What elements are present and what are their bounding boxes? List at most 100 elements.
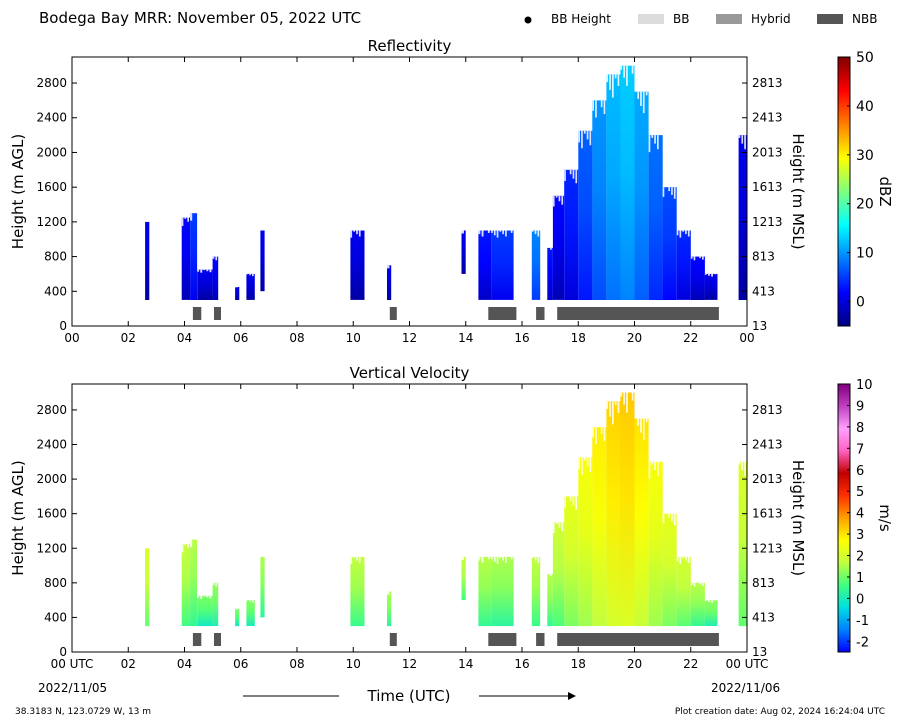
data-column-gap [693,582,696,587]
data-column-gap [744,135,746,150]
legend-bb-height-marker [524,16,532,24]
header-legend: BB Height BB Hybrid NBB [524,12,877,26]
colorbar-tick-label: 8 [856,421,864,436]
y-tick-label: 2400 [36,438,67,452]
location-label: 38.3183 N, 123.0729 W, 13 m [15,707,151,717]
end-date-label: 2022/11/06 [711,681,780,695]
data-column [662,513,677,627]
data-column-gap [654,461,656,471]
data-column-gap [583,130,586,134]
y-tick-label-right: 1613 [752,507,783,521]
data-column-gap [510,556,513,560]
x-axis-title: Time (UTC) [367,687,451,705]
data-column-gap [478,230,481,235]
data-column-gap [592,427,594,438]
data-column-gap [637,418,639,426]
bright-band-bar [557,307,719,320]
data-column [350,230,365,300]
colorbar-tick-label: 0 [856,295,865,311]
y-tick-label: 0 [59,319,67,333]
bright-band-bar [488,307,517,320]
colorbar [837,383,851,653]
data-column-gap [350,230,353,238]
colorbar-tick-label: 10 [856,378,873,393]
data-column-gap [496,556,499,564]
colorbar-tick-label: 1 [856,571,864,586]
y-tick-label: 800 [44,576,67,590]
data-column-gap [499,230,502,232]
x-tick-label: 14 [458,657,473,671]
data-column-gap [640,91,642,106]
data-column-gap [702,256,704,260]
data-column-gap [358,230,361,237]
data-column-gap [578,457,580,470]
data-column-gap [609,401,611,417]
x-tick-label: 18 [571,331,586,345]
data-column-gap [252,600,254,603]
y-tick-label: 800 [44,250,67,264]
colorbar-tick-label: 5 [856,485,864,500]
data-column-gap [603,427,606,441]
bright-band-bar [192,633,202,646]
data-column [181,217,191,300]
y-axis-title-right: Height (m MSL) [789,460,807,576]
data-column [197,269,213,300]
data-column [648,461,663,627]
data-column-gap [572,169,575,179]
data-column-gap [693,256,696,261]
y-tick-label-right: 13 [752,319,767,333]
data-column-gap [738,135,741,138]
data-column [704,273,718,300]
data-column-gap [657,135,659,150]
data-column-gap [685,230,687,235]
y-tick-label-right: 2813 [752,76,783,90]
data-column-gap [197,269,200,272]
data-column-gap [626,392,628,413]
data-column-gap [679,556,682,564]
data-column-gap [550,574,552,576]
data-column [190,539,198,627]
bright-band-bar [389,633,397,646]
data-column [478,556,492,627]
data-column-gap [654,135,656,144]
data-column [197,595,213,627]
data-column-gap [741,135,744,144]
data-column-gap [190,213,193,221]
data-column-gap [609,74,611,90]
data-column-gap [502,230,504,235]
panel-title: Vertical Velocity [350,364,470,382]
data-column-gap [708,600,710,602]
x-tick-label: 08 [289,657,304,671]
x-tick-label: 20 [627,657,642,671]
figure-title: Bodega Bay MRR: November 05, 2022 UTC [39,9,361,27]
legend-nbb-label: NBB [852,12,877,26]
data-column-gap [612,401,614,425]
data-column-gap [184,217,187,219]
data-column [738,135,747,300]
data-column [260,230,265,292]
data-column-gap [651,135,654,138]
colorbar-tick-label: 9 [856,399,864,414]
data-column [387,265,392,300]
x-tick-label: 18 [571,657,586,671]
data-column [662,187,677,300]
data-column-gap [572,496,575,506]
colorbar-tick-label: 2 [856,550,864,565]
data-column-gap [564,169,566,181]
data-column [578,130,593,300]
data-column [634,418,649,627]
data-column-gap [673,187,676,199]
colorbar-tick-label: 50 [856,50,874,66]
y-tick-label-right: 1613 [752,180,783,194]
data-column-gap [203,595,206,597]
data-column-gap [623,65,625,78]
data-column-gap [203,269,206,271]
data-column-gap [558,522,561,528]
y-tick-label-right: 413 [752,610,775,624]
y-axis-title: Height (m AGL) [9,134,27,249]
data-column [547,247,553,300]
data-column-gap [356,230,358,235]
y-tick-label-right: 2413 [752,438,783,452]
data-column-gap [617,401,620,413]
